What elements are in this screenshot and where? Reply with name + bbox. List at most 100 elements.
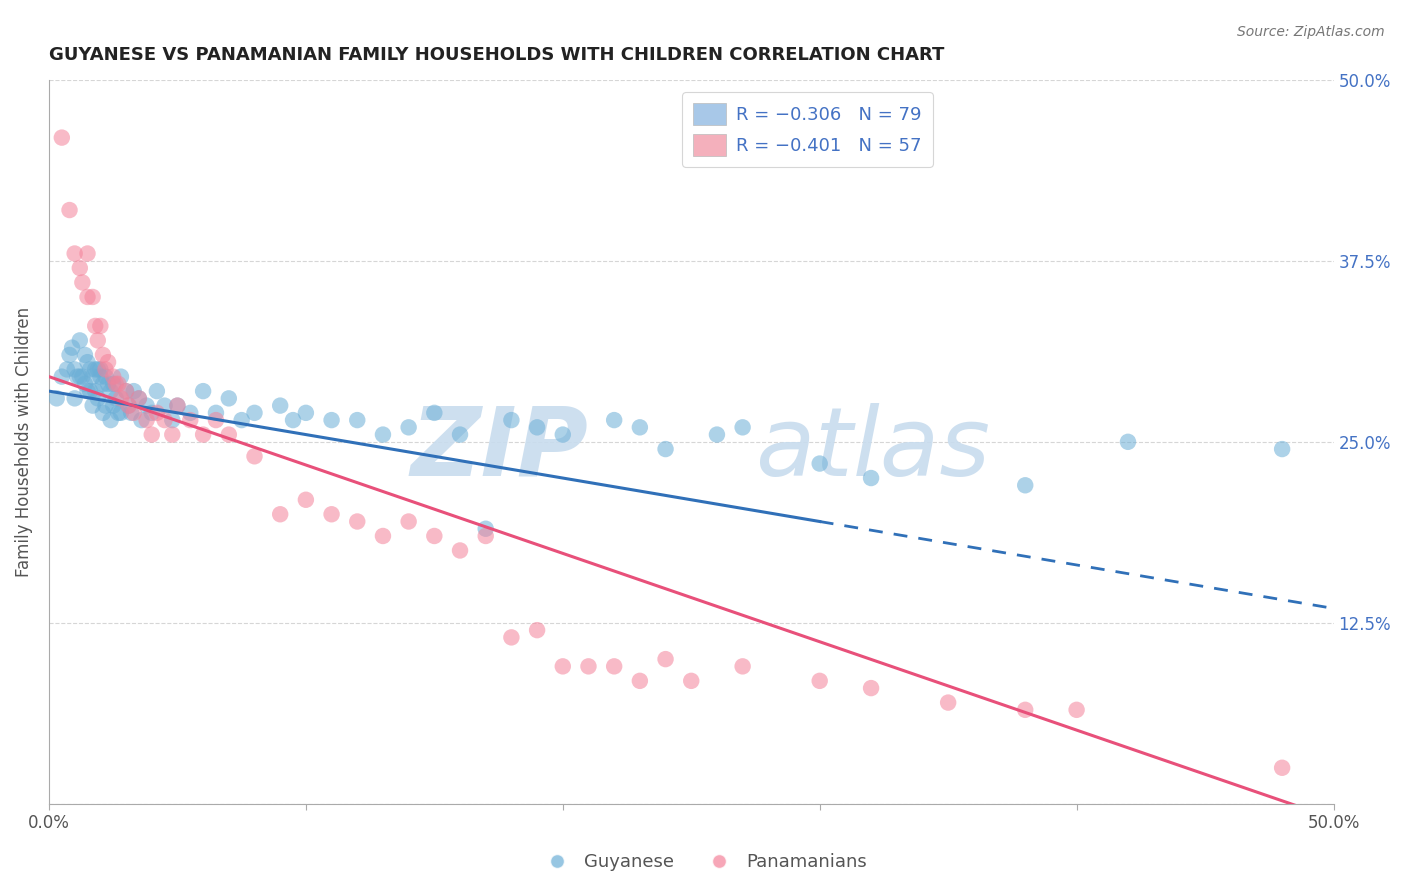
Point xyxy=(706,427,728,442)
Point xyxy=(398,420,420,434)
Text: atlas: atlas xyxy=(755,402,990,496)
Point xyxy=(551,427,574,442)
Point xyxy=(449,543,471,558)
Point xyxy=(76,246,98,260)
Point xyxy=(628,420,651,434)
Point xyxy=(107,376,129,391)
Point xyxy=(808,673,831,688)
Point xyxy=(578,659,600,673)
Point xyxy=(97,376,120,391)
Point xyxy=(449,427,471,442)
Point xyxy=(860,471,883,485)
Point xyxy=(100,384,122,398)
Point xyxy=(89,318,111,333)
Text: GUYANESE VS PANAMANIAN FAMILY HOUSEHOLDS WITH CHILDREN CORRELATION CHART: GUYANESE VS PANAMANIAN FAMILY HOUSEHOLDS… xyxy=(49,46,945,64)
Point xyxy=(69,260,91,275)
Point xyxy=(87,392,110,406)
Legend: R = −0.306   N = 79, R = −0.401   N = 57: R = −0.306 N = 79, R = −0.401 N = 57 xyxy=(682,92,932,167)
Point xyxy=(73,376,96,391)
Point xyxy=(76,355,98,369)
Point xyxy=(94,362,117,376)
Point xyxy=(474,529,496,543)
Legend: Guyanese, Panamanians: Guyanese, Panamanians xyxy=(531,847,875,879)
Point xyxy=(87,334,110,348)
Point xyxy=(474,522,496,536)
Point xyxy=(551,659,574,673)
Point xyxy=(1271,442,1294,456)
Point xyxy=(1014,703,1036,717)
Point xyxy=(97,355,120,369)
Point xyxy=(423,406,446,420)
Point xyxy=(179,406,201,420)
Point xyxy=(63,246,86,260)
Point xyxy=(82,399,104,413)
Point xyxy=(103,399,125,413)
Point xyxy=(526,420,548,434)
Point xyxy=(166,399,188,413)
Point xyxy=(122,384,145,398)
Point xyxy=(84,318,107,333)
Point xyxy=(117,399,139,413)
Point xyxy=(603,413,626,427)
Point xyxy=(73,348,96,362)
Point xyxy=(295,406,318,420)
Point xyxy=(56,362,79,376)
Point xyxy=(1116,434,1139,449)
Point xyxy=(89,362,111,376)
Point xyxy=(398,515,420,529)
Point xyxy=(100,413,122,427)
Point xyxy=(94,399,117,413)
Point xyxy=(84,384,107,398)
Point xyxy=(346,413,368,427)
Point xyxy=(1271,761,1294,775)
Point xyxy=(681,673,703,688)
Point xyxy=(103,376,125,391)
Text: Source: ZipAtlas.com: Source: ZipAtlas.com xyxy=(1237,25,1385,39)
Point xyxy=(76,290,98,304)
Point xyxy=(72,276,94,290)
Point xyxy=(243,450,266,464)
Point xyxy=(128,392,150,406)
Point xyxy=(371,427,394,442)
Point xyxy=(79,362,101,376)
Point xyxy=(91,348,114,362)
Point xyxy=(731,659,754,673)
Point xyxy=(69,334,91,348)
Point xyxy=(526,623,548,637)
Point xyxy=(122,406,145,420)
Point xyxy=(69,369,91,384)
Point xyxy=(423,529,446,543)
Point xyxy=(654,442,676,456)
Point xyxy=(76,384,98,398)
Point xyxy=(82,290,104,304)
Point xyxy=(51,130,73,145)
Point xyxy=(731,420,754,434)
Point xyxy=(860,681,883,695)
Point xyxy=(91,406,114,420)
Point xyxy=(58,348,80,362)
Point xyxy=(808,457,831,471)
Point xyxy=(146,384,169,398)
Point xyxy=(79,384,101,398)
Point xyxy=(243,406,266,420)
Point xyxy=(135,399,157,413)
Point xyxy=(94,369,117,384)
Point xyxy=(218,392,240,406)
Point xyxy=(66,369,89,384)
Y-axis label: Family Households with Children: Family Households with Children xyxy=(15,307,32,577)
Point xyxy=(501,413,523,427)
Point xyxy=(269,399,291,413)
Point xyxy=(295,492,318,507)
Point xyxy=(87,362,110,376)
Point xyxy=(371,529,394,543)
Point xyxy=(103,369,125,384)
Point xyxy=(628,673,651,688)
Point xyxy=(269,508,291,522)
Point xyxy=(135,413,157,427)
Point xyxy=(346,515,368,529)
Point xyxy=(1066,703,1088,717)
Point xyxy=(1014,478,1036,492)
Point xyxy=(82,369,104,384)
Point xyxy=(231,413,253,427)
Point xyxy=(91,376,114,391)
